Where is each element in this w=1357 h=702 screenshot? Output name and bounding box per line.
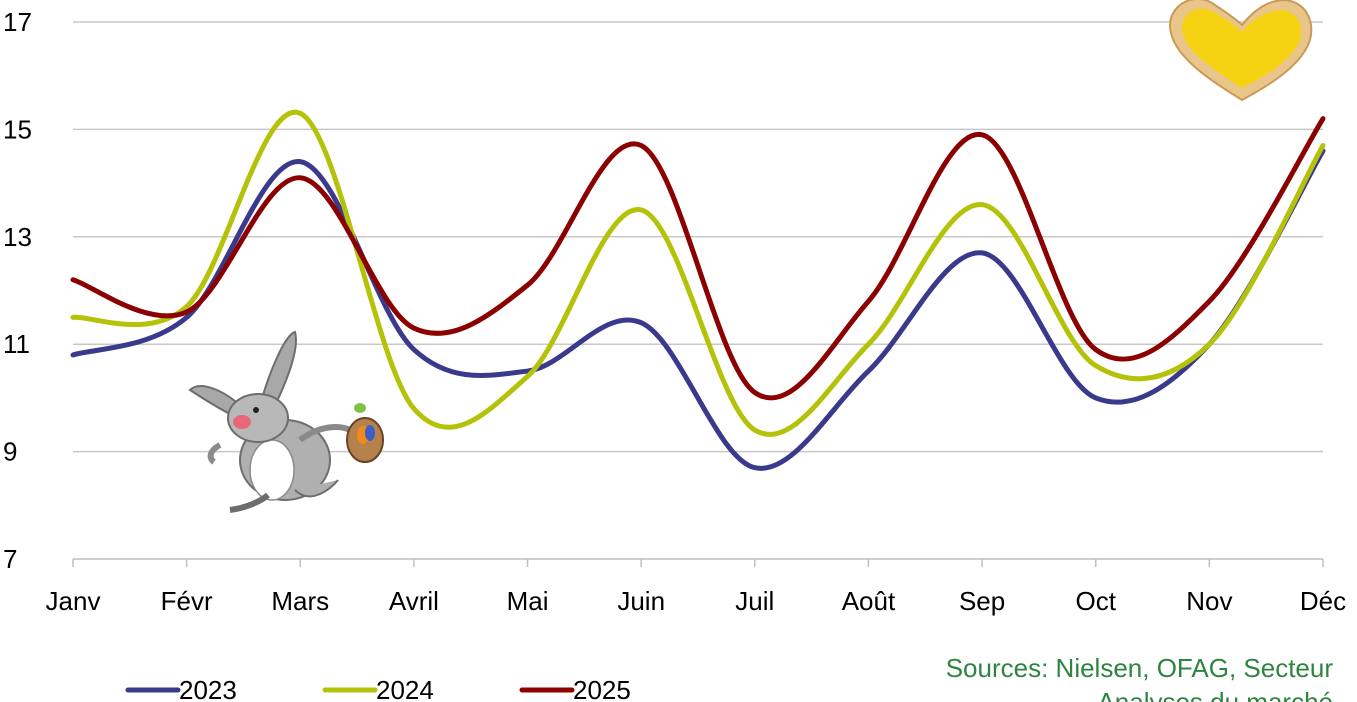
x-tick-label-10: Nov [1186, 586, 1232, 616]
legend: 2023 2024 2025 [125, 675, 631, 702]
series-line-2025 [70, 116, 1326, 401]
bunny-with-easter-basket-icon [188, 330, 384, 513]
series-line-2023 [70, 148, 1326, 471]
legend-label-2024: 2024 [376, 675, 434, 702]
x-axis-ticks: Janv Févr Mars Avril Mai Juin Juil Août Sep Oct No… [46, 586, 1347, 616]
x-tick-label-1: Févr [161, 586, 213, 616]
legend-label-2025: 2025 [573, 675, 631, 702]
x-tick-label-9: Oct [1076, 586, 1117, 616]
x-tick-label-0: Janv [46, 586, 101, 616]
series-line-2024 [70, 109, 1326, 437]
heart-cookie-icon [1168, 0, 1313, 102]
x-tick-label-11: Déc [1300, 586, 1346, 616]
x-tick-label-4: Mai [507, 586, 549, 616]
y-tick-label-11: 11 [3, 329, 30, 359]
x-axis [72, 558, 1324, 567]
x-tick-label-8: Sep [959, 586, 1005, 616]
series-lines [70, 109, 1326, 471]
source-note: Sources: Nielsen, OFAG, Secteur Analyses… [946, 653, 1334, 702]
y-tick-label-17: 17 [3, 7, 32, 37]
x-tick-label-6: Juil [735, 586, 774, 616]
x-tick-label-5: Juin [617, 586, 665, 616]
y-axis-ticks: 7 9 11 13 15 17 [3, 7, 32, 574]
y-tick-label-15: 15 [3, 114, 32, 144]
grid [73, 21, 1323, 453]
x-tick-label-7: Août [842, 586, 896, 616]
y-tick-label-13: 13 [3, 222, 32, 252]
legend-label-2023: 2023 [179, 675, 237, 702]
x-tick-label-2: Mars [271, 586, 329, 616]
source-line-2: Analyses du marché [1097, 687, 1333, 702]
source-line-1: Sources: Nielsen, OFAG, Secteur [946, 653, 1334, 683]
y-tick-label-7: 7 [3, 544, 17, 574]
x-tick-label-3: Avril [389, 586, 439, 616]
y-tick-label-9: 9 [3, 437, 17, 467]
